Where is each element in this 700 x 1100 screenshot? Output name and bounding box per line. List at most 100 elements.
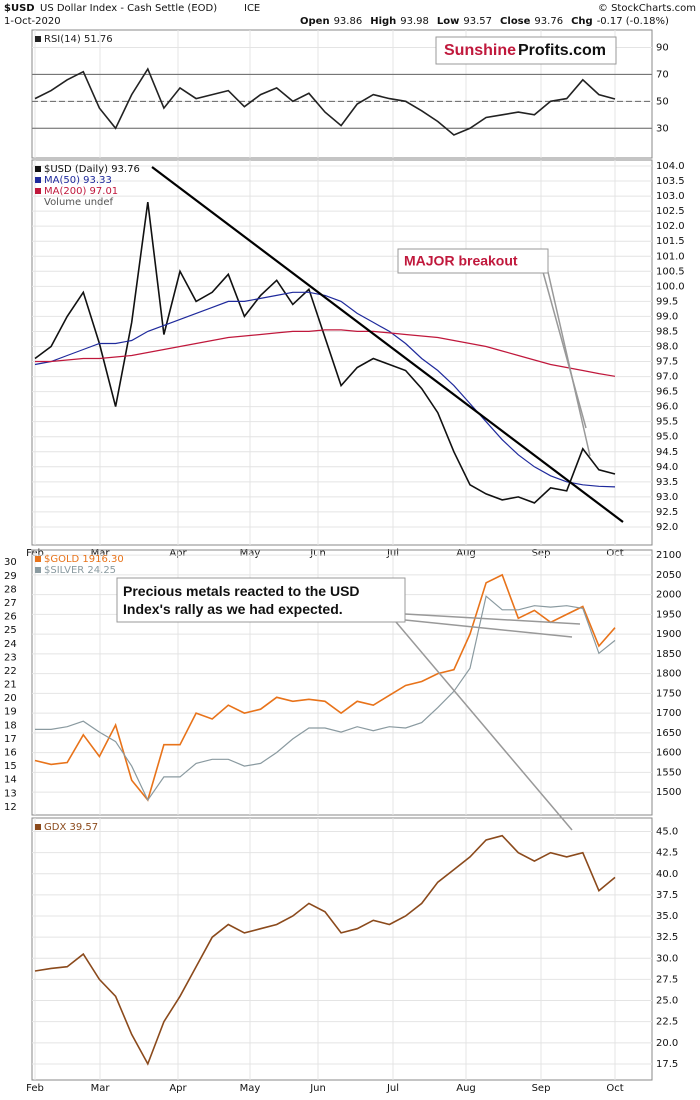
y-tick-label: 1500	[656, 787, 681, 798]
annotation: Precious metals reacted to the USD Index…	[123, 583, 363, 617]
y-tick-label: 94.0	[656, 462, 678, 473]
y2-tick-label: 15	[4, 761, 17, 772]
y-tick-label: 97.5	[656, 357, 678, 368]
y-tick-label: 102.5	[656, 206, 685, 217]
series-line	[34, 201, 616, 504]
legend-swatch	[35, 166, 41, 172]
y-tick-label: 42.5	[656, 848, 678, 859]
y-tick-label: 17.5	[656, 1059, 678, 1070]
y-tick-label: 93.0	[656, 492, 678, 503]
series-line	[34, 67, 616, 136]
x-tick-label: May	[240, 1083, 261, 1094]
y-tick-label: 37.5	[656, 890, 678, 901]
annotation-line: Index's rally as we had expected.	[123, 601, 343, 617]
y-tick-label: 20.0	[656, 1038, 678, 1049]
y-tick-label: 104.0	[656, 161, 685, 172]
arrow	[542, 271, 587, 429]
legend-swatch	[35, 824, 41, 830]
annotation-box	[397, 248, 549, 274]
annotation-box	[116, 577, 406, 623]
y-tick-label: 98.0	[656, 341, 678, 352]
panel-frame	[31, 549, 653, 816]
y-tick-label: 92.5	[656, 507, 678, 518]
y-tick-label: 99.5	[656, 296, 678, 307]
quote-label: High	[370, 16, 396, 27]
quote-label: Low	[437, 16, 459, 27]
x-tick-label: Mar	[91, 1083, 111, 1094]
trendline	[151, 166, 624, 523]
y-tick-label: 97.0	[656, 372, 678, 383]
y-tick-label: 32.5	[656, 932, 678, 943]
y-tick-label: 93.5	[656, 477, 678, 488]
y-tick-label: 90	[656, 42, 669, 53]
arrow	[395, 621, 573, 831]
y2-tick-label: 14	[4, 775, 17, 786]
y-tick-label: 100.5	[656, 266, 685, 277]
y-tick-label: 1600	[656, 748, 681, 759]
y-tick-label: 70	[656, 69, 669, 80]
panel-frame	[31, 29, 653, 159]
panel: 17.5 20.0 22.5 25.0 27.5 30.0 32.5 35.0 37.5 40.0…	[26, 817, 678, 1094]
y2-tick-label: 23	[4, 652, 17, 663]
y2-tick-label: 19	[4, 707, 17, 718]
y-tick-label: 101.0	[656, 251, 685, 262]
legend-label: Volume undef	[44, 197, 114, 208]
y-tick-label: 2100	[656, 550, 681, 561]
y2-tick-label: 21	[4, 680, 17, 691]
y-tick-label: 22.5	[656, 1017, 678, 1028]
y2-tick-label: 29	[4, 571, 17, 582]
y-tick-label: 99.0	[656, 311, 678, 322]
plots: 30 50 70 90 RSI(14) 51.76 92.0 92.5 93.0 93.5 94.…	[4, 29, 685, 1094]
legend-swatch	[35, 36, 41, 42]
y-tick-label: 45.0	[656, 827, 678, 838]
y-tick-label: 40.0	[656, 869, 678, 880]
series-line	[34, 573, 616, 802]
y-tick-label: 96.5	[656, 387, 678, 398]
logo-part: Profits.com	[518, 42, 606, 59]
y-tick-label: 1900	[656, 629, 681, 640]
y-tick-label: 1650	[656, 728, 681, 739]
credit: © StockCharts.com	[598, 3, 696, 14]
quote-label: Close	[500, 16, 531, 27]
series-line	[35, 329, 616, 377]
x-tick-label: Jun	[309, 1083, 326, 1094]
legend-label: MA(200) 97.01	[44, 186, 118, 197]
y-tick-label: 92.0	[656, 522, 678, 533]
y2-tick-label: 22	[4, 666, 17, 677]
legend-label: RSI(14) 51.76	[44, 34, 113, 45]
logo-part: Sunshine	[444, 42, 516, 59]
x-tick-label: Aug	[456, 1083, 476, 1094]
y-tick-label: 100.0	[656, 281, 685, 292]
quote-value: 93.76	[534, 16, 563, 27]
panel-frame	[31, 159, 653, 546]
y-tick-label: 103.5	[656, 176, 685, 187]
legend-swatch	[35, 177, 41, 183]
legend-label: $USD (Daily) 93.76	[44, 164, 140, 175]
y-tick-label: 1550	[656, 767, 681, 778]
y-tick-label: 95.5	[656, 417, 678, 428]
y2-tick-label: 26	[4, 612, 17, 623]
y-tick-label: 102.0	[656, 221, 685, 232]
annotation-line: Precious metals reacted to the USD	[123, 583, 363, 599]
x-tick-label: Apr	[169, 1083, 187, 1094]
y-tick-label: 2000	[656, 590, 681, 601]
y-tick-label: 94.5	[656, 447, 678, 458]
y2-tick-label: 24	[4, 639, 17, 650]
y2-tick-label: 17	[4, 734, 17, 745]
y2-tick-label: 18	[4, 720, 17, 731]
quote-value: -0.17 (-0.18%)	[597, 16, 669, 27]
y-tick-label: 98.5	[656, 326, 678, 337]
y2-tick-label: 13	[4, 788, 17, 799]
quote-label: Open	[300, 16, 330, 27]
legend-label: MA(50) 93.33	[44, 175, 112, 186]
series-line	[35, 595, 616, 802]
legend-label: GDX 39.57	[44, 822, 98, 833]
panel-frame	[31, 817, 653, 1081]
y-tick-label: 1950	[656, 609, 681, 620]
quote-value: 93.57	[463, 16, 492, 27]
legend-swatch	[35, 567, 41, 573]
instrument-name: US Dollar Index - Cash Settle (EOD)	[40, 3, 217, 14]
quote-label: Chg	[571, 16, 593, 27]
y-tick-label: 95.0	[656, 432, 678, 443]
